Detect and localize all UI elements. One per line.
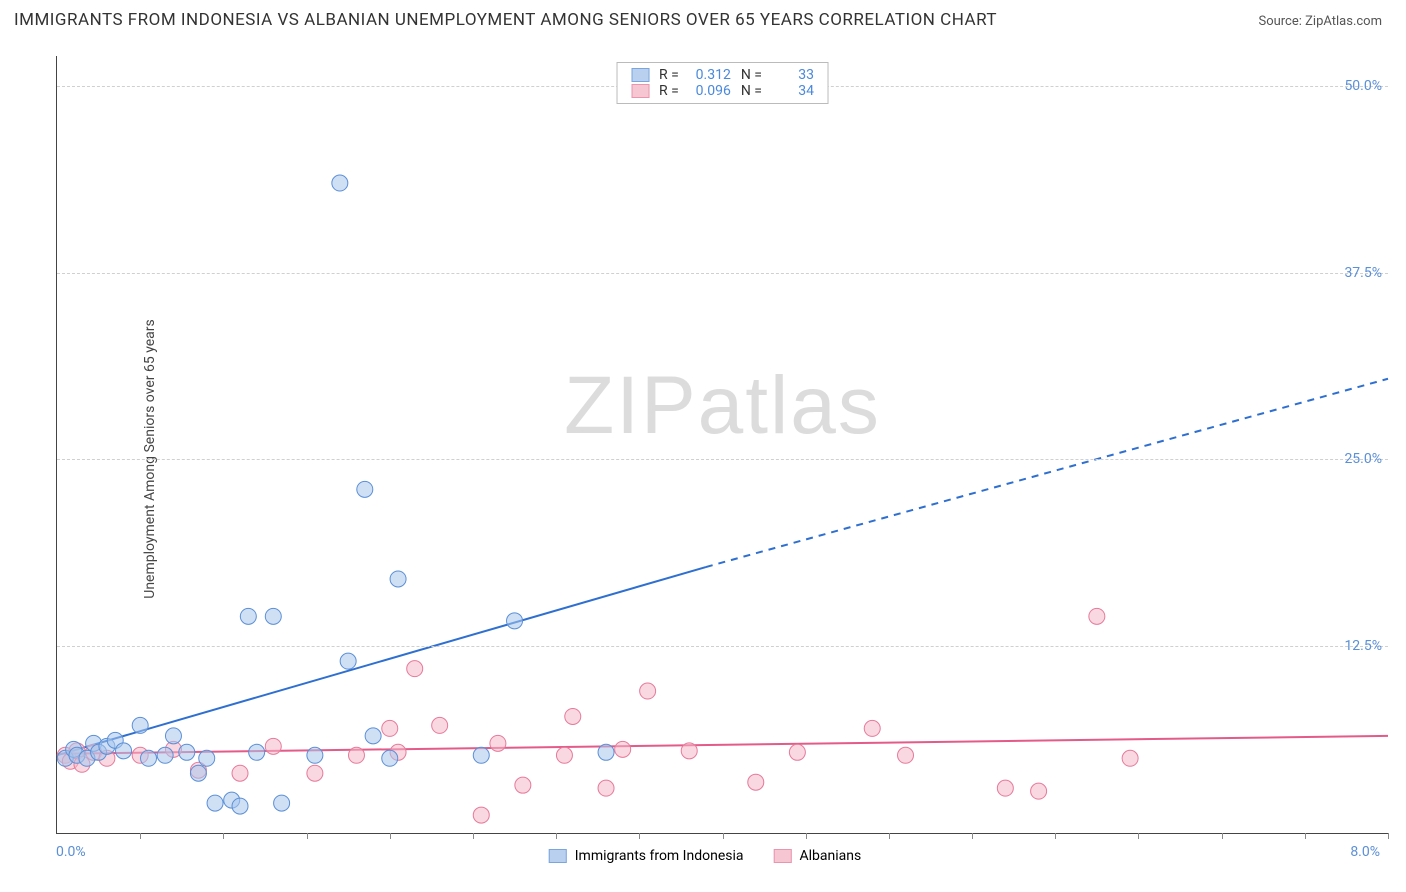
y-tick-label: 37.5% xyxy=(1344,265,1382,281)
chart-area: Unemployment Among Seniors over 65 years… xyxy=(14,44,1396,874)
plot-svg xyxy=(57,56,1388,833)
y-tick-label: 50.0% xyxy=(1344,78,1382,94)
swatch-albanians-bottom xyxy=(774,849,792,863)
source-label: Source: ZipAtlas.com xyxy=(1258,14,1382,29)
swatch-indonesia-bottom xyxy=(549,849,567,863)
chart-title: IMMIGRANTS FROM INDONESIA VS ALBANIAN UN… xyxy=(14,10,997,30)
swatch-indonesia xyxy=(631,68,649,82)
swatch-albanians xyxy=(631,84,649,98)
legend-item-albanians: Albanians xyxy=(774,848,862,864)
legend-series: Immigrants from Indonesia Albanians xyxy=(549,848,862,864)
x-axis-max-label: 8.0% xyxy=(1350,844,1380,860)
plot-region: ZIPatlas R = 0.312 N = 33 R = 0.096 N = … xyxy=(56,56,1388,834)
y-tick-label: 25.0% xyxy=(1344,451,1382,467)
y-tick-label: 12.5% xyxy=(1344,638,1382,654)
legend-item-indonesia: Immigrants from Indonesia xyxy=(549,848,744,864)
legend-stats: R = 0.312 N = 33 R = 0.096 N = 34 xyxy=(616,62,829,104)
legend-label-albanians: Albanians xyxy=(800,848,862,864)
legend-stats-row-indonesia: R = 0.312 N = 33 xyxy=(631,67,814,83)
legend-stats-row-albanians: R = 0.096 N = 34 xyxy=(631,83,814,99)
x-axis-min-label: 0.0% xyxy=(56,844,86,860)
legend-label-indonesia: Immigrants from Indonesia xyxy=(575,848,744,864)
